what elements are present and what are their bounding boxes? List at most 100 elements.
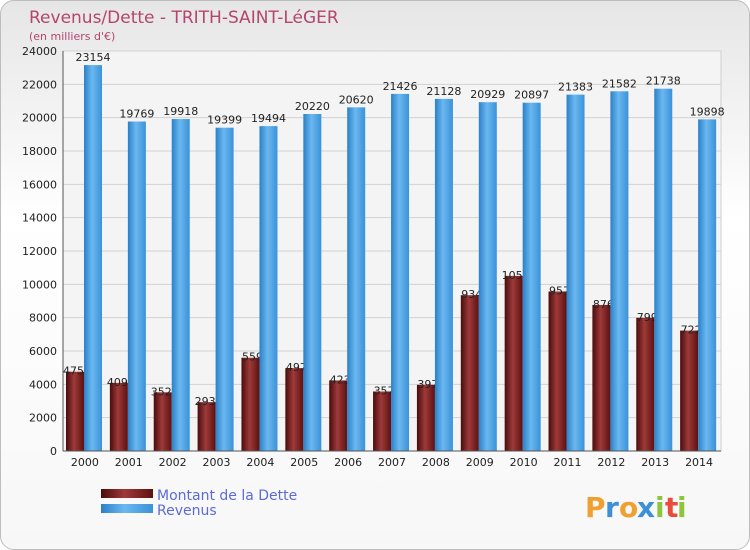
label-debt-2012: 876 [593,298,614,311]
bar-revenus-2009 [478,102,497,451]
legend-swatch-debt [101,489,153,498]
bar-debt-2012 [592,304,611,451]
bar-revenus-2004 [259,126,278,451]
label-revenus-2001: 19769 [119,108,154,121]
label-debt-2007: 357 [374,384,395,397]
y-tick-label: 16000 [22,178,57,191]
bar-revenus-2010 [522,102,541,451]
bar-revenus-2011 [566,94,585,451]
label-revenus-2008: 21128 [426,85,461,98]
legend-label-debt: Montant de la Dette [157,488,297,504]
bar-revenus-2006 [347,107,366,451]
label-revenus-2003: 19399 [207,114,242,127]
label-revenus-2014: 19898 [690,105,725,118]
bar-debt-2004 [241,357,260,451]
label-debt-2005: 497 [286,361,307,374]
x-tick-2004: 2004 [246,456,274,469]
y-tick-label: 8000 [29,312,57,325]
label-revenus-2002: 19918 [163,105,198,118]
legend-swatch-revenus [101,504,153,513]
label-revenus-2005: 20220 [295,100,330,113]
x-axis: 2000 2001 2002 2003 2004 2005 2006 2007 2008 2009… [63,450,721,469]
x-tick-2007: 2007 [378,456,406,469]
bar-revenus-2001 [127,121,146,452]
bar-revenus-2003 [215,127,234,451]
y-tick-label: 4000 [29,378,57,391]
x-tick-2000: 2000 [71,456,99,469]
bar-debt-2010 [504,275,523,451]
y-tick-label: 10000 [22,278,57,291]
label-debt-2006: 423 [330,373,351,386]
label-revenus-2009: 20929 [470,88,505,101]
y-tick-label: 20000 [22,112,57,125]
x-tick-2006: 2006 [334,456,362,469]
label-revenus-2012: 21582 [602,77,637,90]
label-revenus-2006: 20620 [339,93,374,106]
x-tick-2013: 2013 [641,456,669,469]
x-tick-2002: 2002 [159,456,187,469]
y-tick-label: 24000 [22,45,57,58]
label-debt-2011: 957 [549,284,570,297]
bar-debt-2009 [460,295,479,451]
brand-letter: o [619,491,638,524]
x-tick-2005: 2005 [290,456,318,469]
label-revenus-2004: 19494 [251,112,286,125]
bar-debt-2002 [153,392,172,451]
bar-debt-2006 [329,380,348,451]
y-tick-label: 18000 [22,145,57,158]
bar-debt-2000 [66,371,84,451]
bar-debt-2014 [680,330,699,451]
bar-revenus-2013 [654,88,673,451]
chart-title: Revenus/Dette - TRITH-SAINT-LéGER [29,8,339,28]
bar-debt-2008 [416,384,435,451]
label-debt-2013: 799 [637,311,658,324]
bars-group: 4756231544090197693521199182930193995591… [63,51,725,452]
label-debt-2008: 397 [417,378,438,391]
brand-letter: P [585,491,606,524]
bar-debt-2005 [285,368,304,451]
brand-letter: i [655,491,665,524]
brand-letter: r [605,491,619,524]
y-tick-label: 2000 [29,412,57,425]
bar-debt-2007 [373,391,392,451]
x-tick-2010: 2010 [510,456,538,469]
brand-letter: t [665,491,678,524]
chart-subtitle: (en milliers d'€) [29,30,115,43]
bar-revenus-2002 [171,119,190,452]
bar-debt-2013 [636,317,655,451]
x-tick-2014: 2014 [685,456,713,469]
x-tick-2008: 2008 [422,456,450,469]
bar-revenus-2014 [698,119,717,451]
bar-revenus-2000 [84,65,102,451]
x-tick-2003: 2003 [203,456,231,469]
brand-letter: i [677,491,687,524]
bar-debt-2003 [197,402,216,451]
label-revenus-2010: 20897 [514,89,549,102]
label-revenus-2011: 21383 [558,81,593,94]
y-tick-label: 12000 [22,245,57,258]
legend-label-revenus: Revenus [157,503,217,519]
bar-revenus-2005 [303,114,322,451]
label-revenus-2007: 21426 [383,80,418,93]
y-tick-label: 0 [50,445,57,458]
label-revenus-2000: 23154 [76,51,111,64]
bar-revenus-2007 [391,93,410,452]
y-tick-label: 14000 [22,212,57,225]
bar-revenus-2008 [434,98,453,451]
label-debt-2004: 559 [242,351,263,364]
label-debt-2014: 722 [681,324,702,337]
y-axis: 0 2000 4000 6000 8000 10000 12000 14000 16000 180… [22,45,64,458]
x-tick-2001: 2001 [115,456,143,469]
label-debt-2009: 934 [461,288,482,301]
y-tick-label: 6000 [29,345,57,358]
x-tick-2012: 2012 [597,456,625,469]
label-revenus-2013: 21738 [646,75,681,88]
bar-debt-2001 [109,382,128,451]
brand-letter: x [637,491,655,524]
bar-revenus-2012 [610,91,629,452]
bar-debt-2011 [548,291,567,451]
